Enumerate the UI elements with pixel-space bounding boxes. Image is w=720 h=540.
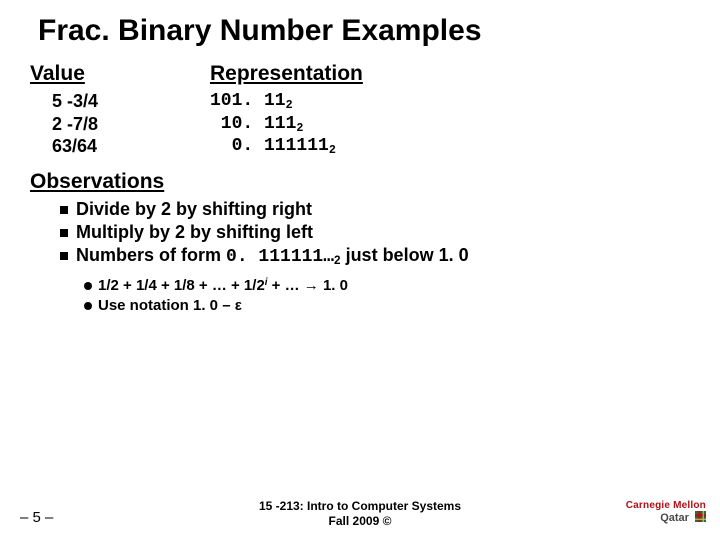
sub-list-item: Use notation 1. 0 – ε <box>84 296 720 316</box>
repr-cell: 0. 1111112 <box>210 135 336 158</box>
square-bullet-icon <box>60 206 68 214</box>
header-representation: Representation <box>210 62 363 86</box>
header-value: Value <box>30 62 210 86</box>
disc-bullet-icon <box>84 282 92 290</box>
observations-heading: Observations <box>0 158 720 194</box>
course-info: 15 -213: Intro to Computer Systems Fall … <box>0 499 720 528</box>
sub-list: 1/2 + 1/4 + 1/8 + … + 1/2i + … → 1. 0 Us… <box>0 270 720 317</box>
list-item: Multiply by 2 by shifting left <box>60 221 720 244</box>
repr-cell: 10. 1112 <box>210 113 303 136</box>
tartan-icon <box>695 511 706 522</box>
table-header-row: Value Representation <box>0 48 720 86</box>
list-item: Divide by 2 by shifting right <box>60 198 720 221</box>
university-logo: Carnegie Mellon Qatar <box>626 501 706 524</box>
observations-list: Divide by 2 by shifting right Multiply b… <box>0 194 720 270</box>
square-bullet-icon <box>60 252 68 260</box>
value-cell: 5 -3/4 <box>52 90 210 113</box>
repr-cell: 101. 112 <box>210 90 293 113</box>
list-item: Numbers of form 0. 111111…2 just below 1… <box>60 244 720 269</box>
square-bullet-icon <box>60 229 68 237</box>
sub-list-item: 1/2 + 1/4 + 1/8 + … + 1/2i + … → 1. 0 <box>84 276 720 296</box>
table-row: 63/64 0. 1111112 <box>52 135 720 158</box>
examples-table: 5 -3/4 101. 112 2 -7/8 10. 1112 63/64 0.… <box>0 86 720 158</box>
value-cell: 63/64 <box>52 135 210 158</box>
table-row: 2 -7/8 10. 1112 <box>52 113 720 136</box>
value-cell: 2 -7/8 <box>52 113 210 136</box>
disc-bullet-icon <box>84 302 92 310</box>
table-row: 5 -3/4 101. 112 <box>52 90 720 113</box>
slide-title: Frac. Binary Number Examples <box>0 0 720 48</box>
